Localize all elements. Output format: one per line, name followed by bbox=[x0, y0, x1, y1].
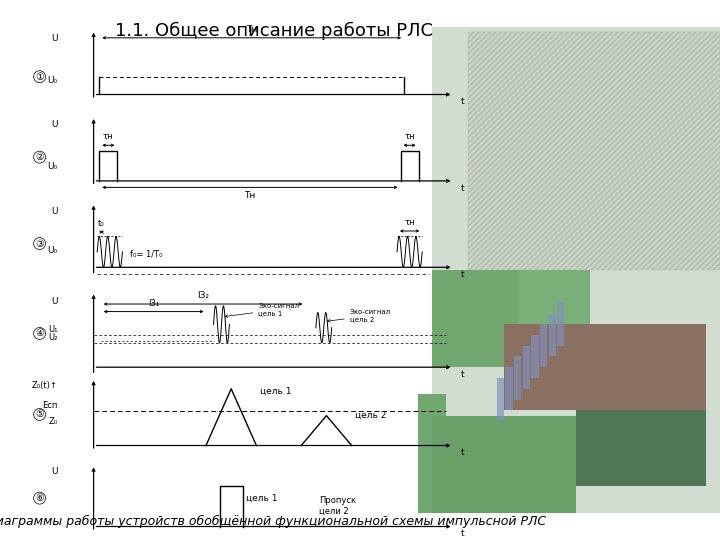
Text: τн: τн bbox=[405, 218, 415, 227]
Text: t: t bbox=[461, 270, 464, 279]
Text: t: t bbox=[461, 370, 464, 379]
Text: Тн: Тн bbox=[244, 191, 256, 200]
Text: ③: ③ bbox=[35, 239, 44, 248]
Bar bbox=[432, 270, 518, 367]
Bar bbox=[518, 270, 590, 335]
Text: цель 1: цель 1 bbox=[260, 387, 292, 396]
Text: Z₀: Z₀ bbox=[48, 417, 58, 426]
Text: U: U bbox=[51, 120, 58, 130]
Text: U: U bbox=[51, 297, 58, 306]
Text: U₀: U₀ bbox=[48, 161, 58, 171]
Text: Тн: Тн bbox=[246, 25, 257, 34]
Text: U: U bbox=[51, 467, 58, 476]
Text: U₀: U₀ bbox=[48, 76, 58, 85]
Text: f₀= 1/T₀: f₀= 1/T₀ bbox=[130, 249, 162, 259]
Text: ④: ④ bbox=[35, 328, 44, 339]
Bar bbox=[523, 346, 530, 389]
Text: U: U bbox=[51, 34, 58, 43]
Bar bbox=[549, 313, 556, 356]
Bar bbox=[468, 32, 720, 270]
Text: t: t bbox=[461, 184, 464, 193]
Text: t: t bbox=[461, 529, 464, 538]
Bar bbox=[557, 302, 564, 346]
Text: ΙЗ₁: ΙЗ₁ bbox=[148, 299, 159, 308]
Text: τн: τн bbox=[103, 132, 114, 141]
Bar bbox=[505, 367, 513, 410]
Text: t₀: t₀ bbox=[98, 219, 105, 228]
Bar bbox=[497, 378, 504, 421]
Text: 1.1. Общее описание работы РЛС: 1.1. Общее описание работы РЛС bbox=[114, 22, 433, 40]
Text: U₁: U₁ bbox=[48, 325, 58, 334]
Text: Z₀(t)↑: Z₀(t)↑ bbox=[32, 381, 58, 390]
Text: цель 1: цель 1 bbox=[246, 494, 278, 502]
Text: Диаграммы работы устройств обобщённой функциональной схемы импульсной РЛС: Диаграммы работы устройств обобщённой фу… bbox=[0, 515, 546, 528]
Bar bbox=[514, 356, 521, 400]
Text: цель 2: цель 2 bbox=[355, 411, 387, 420]
Text: t: t bbox=[461, 97, 464, 106]
Text: Эхо-сигнал
цель 1: Эхо-сигнал цель 1 bbox=[225, 303, 300, 318]
Text: Пропуск
цели 2: Пропуск цели 2 bbox=[319, 496, 356, 516]
Text: ⑤: ⑤ bbox=[35, 409, 44, 420]
Bar bbox=[432, 416, 576, 513]
Text: τн: τн bbox=[404, 132, 415, 141]
Text: U₂: U₂ bbox=[48, 333, 58, 342]
Bar bbox=[504, 324, 706, 410]
Text: t: t bbox=[461, 448, 464, 457]
Bar bbox=[531, 335, 539, 378]
Text: ①: ① bbox=[35, 72, 44, 82]
Bar bbox=[576, 410, 706, 486]
Text: ②: ② bbox=[35, 152, 44, 162]
Bar bbox=[418, 394, 446, 513]
Text: Есп: Есп bbox=[42, 401, 58, 410]
Bar bbox=[432, 27, 720, 513]
Text: ΙЗ₂: ΙЗ₂ bbox=[197, 291, 209, 300]
Text: U₀: U₀ bbox=[48, 246, 58, 255]
Text: ⑥: ⑥ bbox=[35, 493, 44, 503]
Text: Эхо-сигнал
цель 2: Эхо-сигнал цель 2 bbox=[328, 309, 391, 322]
Bar bbox=[540, 324, 547, 367]
Text: U: U bbox=[51, 207, 58, 216]
